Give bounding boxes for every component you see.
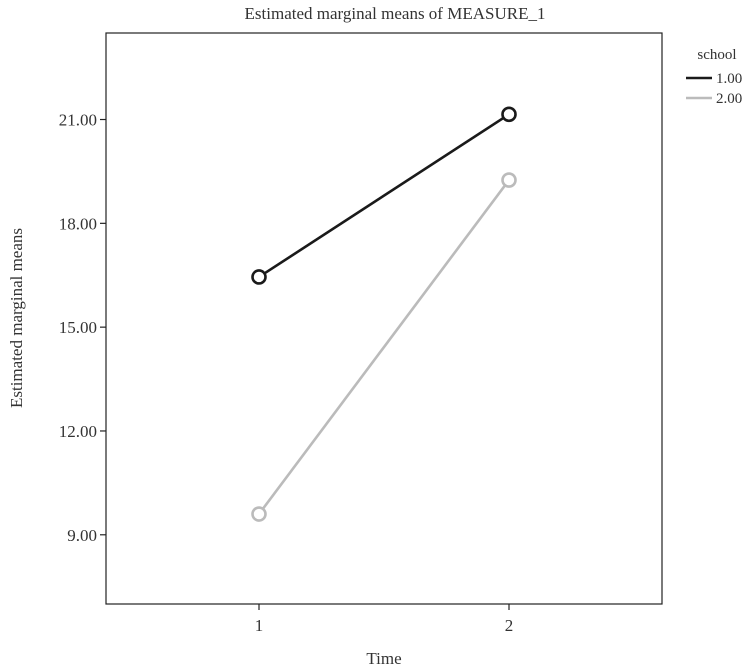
- legend-label-1.00: 1.00: [716, 71, 742, 87]
- data-point-1.00-1: [251, 269, 267, 285]
- y-tick-label: 15.00: [59, 318, 97, 337]
- series-line-2.00: [257, 179, 511, 515]
- y-axis: 9.00 12.00 15.00 18.00 21.00: [59, 111, 106, 545]
- y-tick-label: 12.00: [59, 422, 97, 441]
- x-tick-label: 2: [505, 616, 514, 635]
- y-axis-title: Estimated marginal means: [7, 228, 26, 408]
- y-tick-label: 18.00: [59, 214, 97, 233]
- legend: school 1.00 2.00: [686, 47, 742, 107]
- y-tick-label: 9.00: [67, 526, 97, 545]
- plot-frame: [105, 32, 663, 605]
- x-axis-title: Time: [366, 649, 401, 668]
- data-point-1.00-2: [501, 106, 517, 123]
- legend-title: school: [697, 47, 736, 63]
- chart-title: Estimated marginal means of MEASURE_1: [245, 4, 546, 23]
- series-layer: [251, 106, 517, 522]
- data-point-2.00-2: [501, 172, 517, 188]
- x-tick-label: 1: [255, 616, 264, 635]
- data-point-2.00-1: [251, 506, 267, 522]
- series-line-1.00: [258, 113, 510, 279]
- y-tick-label: 21.00: [59, 111, 97, 130]
- legend-label-2.00: 2.00: [716, 91, 742, 107]
